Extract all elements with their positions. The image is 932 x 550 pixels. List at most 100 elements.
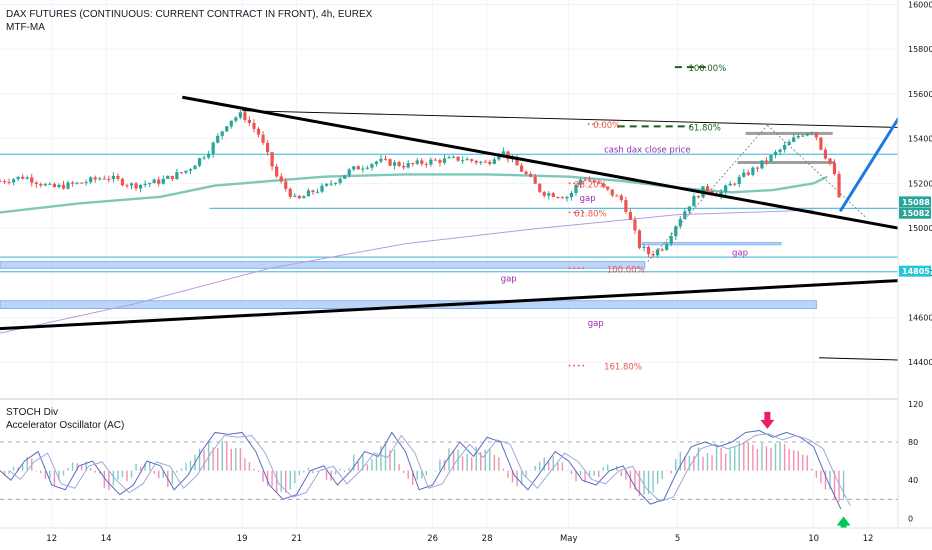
candle-body: [823, 149, 828, 159]
time-tick-label: 21: [291, 534, 302, 544]
candle-body: [220, 131, 224, 136]
candle-body: [637, 230, 642, 248]
up-arrow-icon: [836, 516, 851, 535]
candle-body: [25, 177, 29, 179]
annotation-label: 61.80%: [688, 123, 720, 133]
candle-body: [828, 158, 832, 164]
candle-body: [619, 195, 623, 201]
candle-body: [275, 166, 279, 177]
candle-body: [30, 177, 34, 183]
time-tick-label: 28: [482, 534, 493, 544]
candle-body: [80, 182, 84, 184]
annotation-label: 61.80%: [574, 209, 606, 219]
candle-body: [560, 197, 564, 199]
candle-body: [764, 160, 769, 162]
annotation-label: gap: [501, 274, 517, 284]
candle-body: [832, 163, 837, 174]
oscillator-tick-label: 80: [908, 438, 918, 447]
candle-body: [16, 176, 20, 180]
candle-body: [179, 172, 184, 174]
ma-fast-line: [0, 173, 828, 214]
trendline: [819, 357, 899, 361]
gap-zones: [0, 242, 817, 309]
candle-body: [420, 160, 424, 164]
candle-body: [819, 137, 823, 150]
candle-body: [370, 164, 374, 168]
accelerator-oscillator-label[interactable]: Accelerator Oscillator (AC): [6, 420, 125, 431]
candle-body: [102, 178, 106, 180]
level-box: [737, 160, 836, 164]
price-tick-label: 14600: [908, 314, 932, 323]
candle-body: [256, 128, 261, 135]
candle-body: [515, 158, 519, 166]
candle-body: [733, 183, 737, 185]
oscillator-tick-label: 120: [908, 400, 923, 409]
candle-body: [801, 135, 805, 137]
stoch-div-label[interactable]: STOCH Div: [6, 407, 59, 418]
candle-body: [157, 179, 161, 184]
candle-body: [787, 141, 791, 146]
candle-body: [320, 185, 324, 192]
candle-body: [651, 253, 655, 256]
candle-body: [288, 188, 292, 197]
candle-body: [93, 177, 97, 180]
candle-body: [66, 182, 70, 189]
time-tick-label: 19: [237, 534, 248, 544]
candle-body: [306, 190, 311, 197]
candle-body: [615, 195, 619, 197]
ma-indicator-label[interactable]: MTF-MA: [6, 22, 45, 33]
candle-body: [533, 176, 537, 184]
candle-body: [710, 190, 714, 194]
candle-body: [175, 172, 179, 180]
oscillator-tick-label: 40: [908, 476, 918, 485]
candle-body: [783, 145, 787, 150]
candle-body: [429, 159, 433, 165]
candle-body: [238, 112, 242, 118]
price-tick-label: 15600: [908, 90, 932, 99]
down-arrow-icon: [760, 411, 775, 429]
price-tick-label: 15400: [908, 135, 932, 144]
price-candles: [0, 108, 841, 258]
annotation-label: 161.80%: [604, 363, 642, 373]
annotation-label: 0.00%: [593, 121, 620, 131]
price-tick-label: 15000: [908, 224, 932, 233]
stoch-k-line: [0, 430, 842, 510]
annotations: 100.00% 61.80% 0.00% cash dax close price ga…: [501, 64, 748, 373]
candle-body: [116, 175, 120, 179]
candle-body: [624, 200, 628, 212]
price-badge-label: 15088: [902, 198, 930, 207]
candle-body: [61, 184, 66, 189]
candle-body: [669, 236, 673, 244]
candle-body: [148, 183, 152, 185]
instrument-title[interactable]: DAX FUTURES (CONTINUOUS: CURRENT CONTRAC…: [6, 9, 373, 20]
candle-body: [120, 178, 125, 186]
candle-body: [728, 183, 732, 186]
candle-body: [265, 142, 270, 153]
candle-body: [21, 176, 25, 179]
candle-body: [488, 161, 492, 164]
candle-body: [284, 181, 288, 189]
candle-body: [197, 158, 202, 166]
candle-body: [465, 159, 469, 161]
candle-body: [687, 206, 691, 212]
candle-body: [547, 193, 551, 196]
candle-body: [207, 153, 211, 158]
time-tick-label: May: [560, 534, 578, 544]
candle-body: [356, 166, 360, 170]
candle-body: [692, 196, 696, 207]
price-tick-label: 16000: [908, 0, 932, 9]
time-tick-label: 12: [863, 534, 874, 544]
trendlines: [0, 65, 932, 361]
candle-body: [406, 163, 410, 168]
candle-body: [397, 162, 401, 166]
candle-body: [12, 179, 16, 183]
candle-body: [778, 149, 782, 153]
candle-body: [724, 185, 728, 192]
candle-body: [411, 163, 415, 165]
candle-body: [0, 181, 2, 183]
candle-body: [338, 178, 342, 183]
candle-body: [456, 156, 460, 161]
candle-body: [483, 161, 487, 163]
gap-zone: [0, 261, 646, 269]
candle-body: [751, 167, 755, 175]
